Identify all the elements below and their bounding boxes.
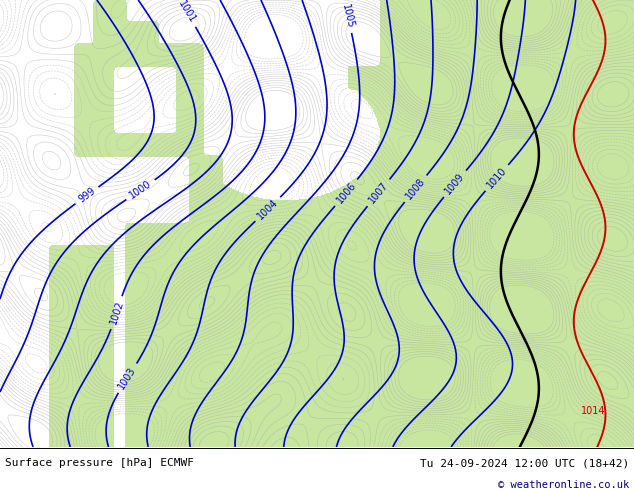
Text: 1007: 1007 — [367, 180, 390, 205]
Text: Tu 24-09-2024 12:00 UTC (18+42): Tu 24-09-2024 12:00 UTC (18+42) — [420, 458, 629, 468]
Text: 1006: 1006 — [335, 180, 358, 205]
Text: 1000: 1000 — [127, 179, 153, 201]
Text: 1003: 1003 — [117, 365, 138, 391]
Text: 1005: 1005 — [340, 3, 356, 29]
Text: 999: 999 — [77, 186, 97, 205]
Text: 1009: 1009 — [443, 171, 467, 196]
Text: Surface pressure [hPa] ECMWF: Surface pressure [hPa] ECMWF — [5, 458, 194, 468]
Text: 1010: 1010 — [485, 165, 508, 190]
Text: 1008: 1008 — [404, 176, 427, 201]
Text: 1014: 1014 — [581, 406, 605, 416]
Text: 1001: 1001 — [176, 0, 197, 25]
Text: 1004: 1004 — [256, 197, 280, 221]
Text: © weatheronline.co.uk: © weatheronline.co.uk — [498, 480, 629, 490]
Text: 1002: 1002 — [108, 299, 126, 326]
